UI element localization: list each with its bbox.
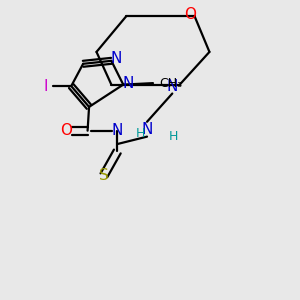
Text: N: N (141, 122, 153, 137)
Text: N: N (112, 123, 123, 138)
Text: I: I (43, 79, 48, 94)
Text: N: N (110, 51, 122, 66)
Text: O: O (184, 7, 196, 22)
Text: S: S (99, 168, 109, 183)
Text: CH₃: CH₃ (159, 76, 182, 90)
Text: N: N (167, 79, 178, 94)
Text: O: O (60, 123, 72, 138)
Text: H: H (136, 127, 145, 140)
Text: N: N (122, 76, 134, 91)
Text: H: H (169, 130, 178, 143)
